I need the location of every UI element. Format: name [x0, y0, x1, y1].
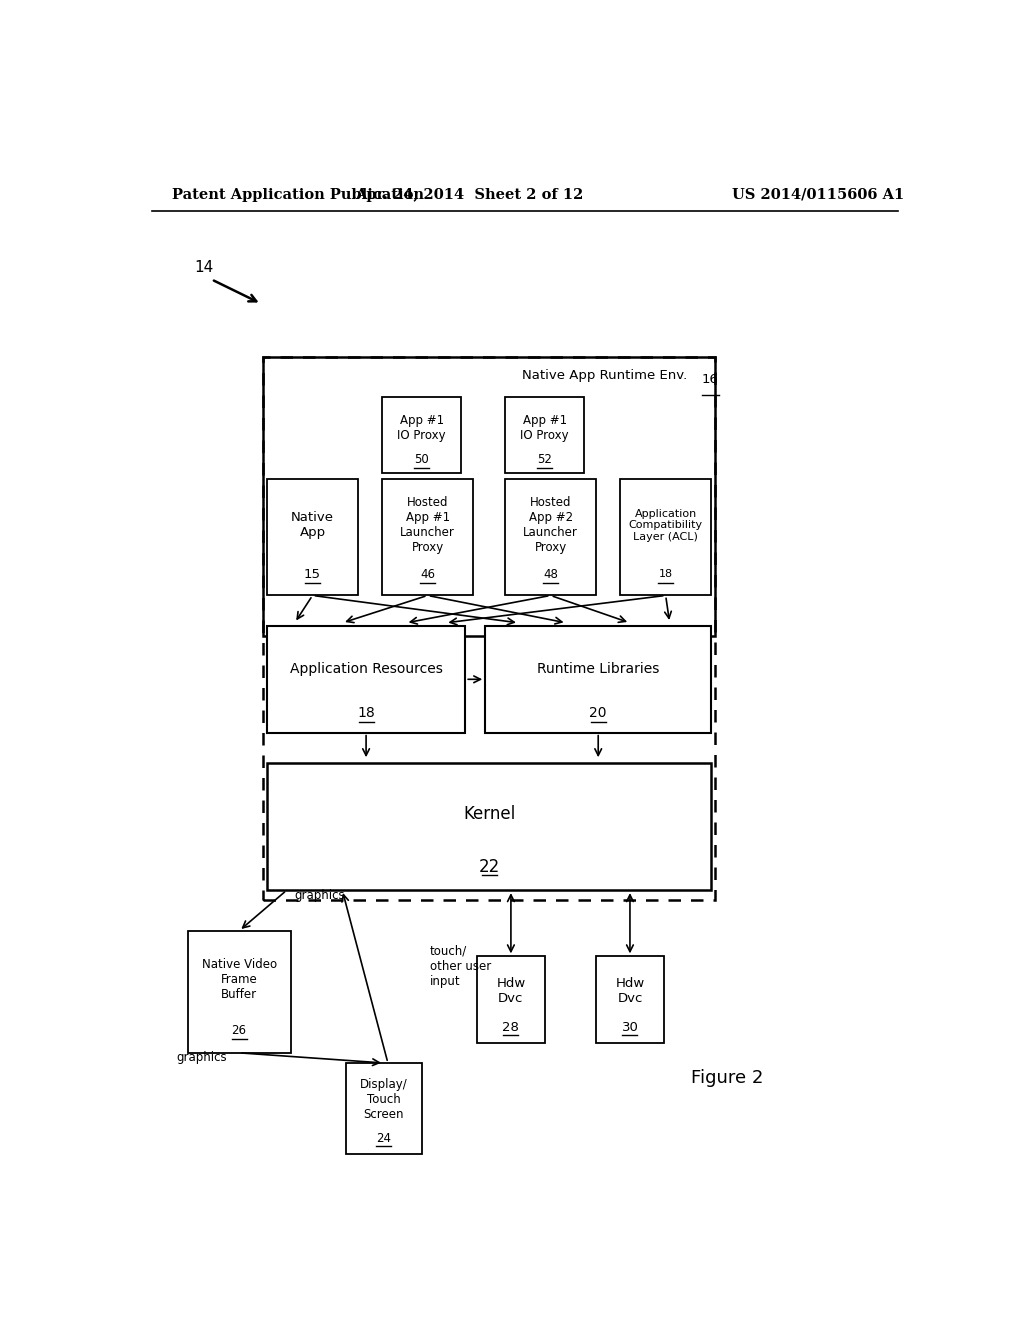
Bar: [620, 479, 712, 595]
Bar: [477, 956, 545, 1043]
Text: App #1
IO Proxy: App #1 IO Proxy: [520, 413, 569, 442]
Text: Display/
Touch
Screen: Display/ Touch Screen: [360, 1078, 408, 1121]
Bar: [187, 931, 291, 1053]
Bar: [505, 479, 596, 595]
Text: 15: 15: [304, 568, 321, 581]
Text: touch/
other user
input: touch/ other user input: [430, 945, 492, 987]
Text: Application Resources: Application Resources: [290, 661, 442, 676]
Text: 22: 22: [478, 858, 500, 876]
Bar: [267, 479, 358, 595]
Bar: [263, 356, 715, 636]
Bar: [382, 397, 461, 474]
Text: 18: 18: [357, 706, 375, 721]
Bar: [263, 356, 715, 900]
Text: 50: 50: [415, 453, 429, 466]
Text: 46: 46: [420, 568, 435, 581]
Bar: [346, 1063, 422, 1155]
Text: graphics: graphics: [176, 1052, 227, 1064]
Text: 20: 20: [590, 706, 607, 721]
Text: Native
App: Native App: [291, 511, 334, 540]
Bar: [267, 626, 465, 733]
Text: graphics: graphics: [295, 888, 345, 902]
Text: Native App Runtime Env.: Native App Runtime Env.: [522, 368, 691, 381]
Text: 48: 48: [543, 568, 558, 581]
Text: 26: 26: [231, 1024, 247, 1038]
Bar: [596, 956, 664, 1043]
Text: App #1
IO Proxy: App #1 IO Proxy: [397, 413, 445, 442]
Text: Hosted
App #1
Launcher
Proxy: Hosted App #1 Launcher Proxy: [400, 496, 455, 554]
Text: 28: 28: [503, 1020, 519, 1034]
Bar: [485, 626, 712, 733]
Text: Kernel: Kernel: [463, 805, 515, 822]
Text: 52: 52: [538, 453, 552, 466]
Bar: [505, 397, 585, 474]
Text: 18: 18: [658, 569, 673, 579]
Bar: [267, 763, 712, 890]
Text: 30: 30: [622, 1020, 638, 1034]
Text: Application
Compatibility
Layer (ACL): Application Compatibility Layer (ACL): [629, 508, 702, 543]
Text: Patent Application Publication: Patent Application Publication: [172, 187, 424, 202]
Text: 24: 24: [377, 1131, 391, 1144]
Bar: [382, 479, 473, 595]
Text: Hdw
Dvc: Hdw Dvc: [615, 977, 644, 1005]
Text: Figure 2: Figure 2: [691, 1069, 764, 1088]
Text: 14: 14: [194, 260, 213, 275]
Text: Apr. 24, 2014  Sheet 2 of 12: Apr. 24, 2014 Sheet 2 of 12: [355, 187, 584, 202]
Text: Runtime Libraries: Runtime Libraries: [537, 661, 659, 676]
Text: Hdw
Dvc: Hdw Dvc: [497, 977, 525, 1005]
Text: Native Video
Frame
Buffer: Native Video Frame Buffer: [202, 958, 276, 1001]
Text: US 2014/0115606 A1: US 2014/0115606 A1: [732, 187, 904, 202]
Text: 16: 16: [701, 372, 719, 385]
Text: Hosted
App #2
Launcher
Proxy: Hosted App #2 Launcher Proxy: [523, 496, 578, 554]
